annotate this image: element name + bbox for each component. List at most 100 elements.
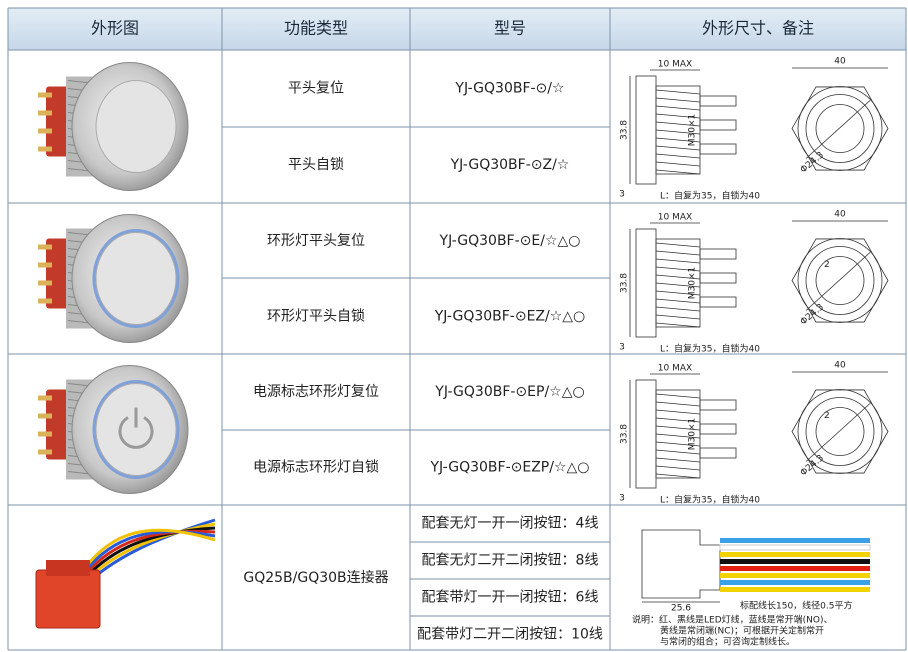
flange <box>635 228 657 338</box>
outline <box>805 397 875 466</box>
header-cell: 外形图 <box>91 19 139 38</box>
dim-note: L：自复为35，自锁为40 <box>660 190 760 202</box>
function-type: 平头自锁 <box>288 157 344 173</box>
pin <box>38 146 52 152</box>
flange <box>635 379 657 489</box>
housing-outline <box>641 529 721 599</box>
thread <box>655 274 701 280</box>
wire-stripe <box>720 573 870 578</box>
thread <box>655 465 701 471</box>
thread <box>655 161 701 167</box>
wire-stripe <box>719 544 871 551</box>
pin <box>38 110 52 116</box>
model-number: YJ-GQ30BF-⊙/☆ <box>454 80 564 96</box>
thread <box>655 137 701 143</box>
wire-spec: 标配线长150，线径0.5平方 <box>740 600 853 612</box>
wire-stripe <box>720 587 870 592</box>
dim-note: L：自复为35，自锁为40 <box>660 343 760 355</box>
pin <box>38 395 52 401</box>
dim-label: M30×1 <box>688 267 698 299</box>
dim-note: L：自复为35，自锁为40 <box>660 494 760 506</box>
pin <box>38 128 52 134</box>
thread <box>655 457 701 463</box>
wire <box>78 528 216 576</box>
thread <box>655 250 701 256</box>
outline <box>815 104 865 153</box>
function-type: 平头复位 <box>288 79 344 96</box>
dim-label: 3 <box>619 343 625 353</box>
pin <box>38 413 52 419</box>
dim-label: Φ24.3 <box>799 453 826 478</box>
model-number: YJ-GQ30BF-⊙EP/☆△○ <box>434 384 584 400</box>
wire-stripe <box>720 559 870 564</box>
thread <box>655 322 701 328</box>
header-bg <box>8 8 906 50</box>
terminal <box>699 423 737 435</box>
thread <box>655 449 701 455</box>
dim-label: 40 <box>834 361 846 371</box>
pin <box>38 298 52 304</box>
terminal <box>699 272 737 284</box>
dim-line <box>805 403 871 462</box>
thread <box>655 306 701 312</box>
power-icon <box>118 416 154 449</box>
dim-label: 10 MAX <box>658 364 692 374</box>
connector-option: 配套无灯一开一闭按钮：4线 <box>422 516 599 532</box>
led-ring <box>92 380 180 479</box>
flange <box>635 75 657 185</box>
terminal <box>699 399 737 411</box>
thread <box>655 121 701 127</box>
thread <box>655 266 701 272</box>
thread <box>655 242 701 248</box>
thread <box>655 473 701 479</box>
dim-line <box>805 100 871 159</box>
header-cell: 型号 <box>494 19 526 38</box>
dim-label: 2 <box>824 260 830 270</box>
terminal <box>699 296 737 308</box>
thread <box>655 258 701 264</box>
function-type: GQ25B/GQ30B连接器 <box>243 569 388 586</box>
hex-nut <box>791 238 889 323</box>
thread <box>655 425 701 431</box>
dim-label: 33.8 <box>620 120 630 140</box>
thread <box>655 441 701 447</box>
thread <box>655 409 701 415</box>
wire-note: 黄线是常闭端(NC)；可根据开关定制常开 <box>660 625 824 637</box>
thread <box>655 393 701 399</box>
thread <box>655 282 701 288</box>
wire-note: 与常闭的组合；可咨询定制线长。 <box>660 636 795 648</box>
thread <box>655 153 701 159</box>
terminal <box>699 248 737 260</box>
terminal <box>699 447 737 459</box>
connector-option: 配套带灯一开一闭按钮：6线 <box>422 590 599 606</box>
function-type: 电源标志环形灯复位 <box>253 383 379 400</box>
thread <box>655 169 701 175</box>
terminal <box>699 143 737 155</box>
thread <box>655 314 701 320</box>
terminal <box>699 95 737 107</box>
model-number: YJ-GQ30BF-⊙Z/☆ <box>450 157 570 173</box>
thread <box>655 298 701 304</box>
model-number: YJ-GQ30BF-⊙EZP/☆△○ <box>430 459 590 475</box>
outline <box>805 246 875 315</box>
pin <box>38 449 52 455</box>
dim-label: 3 <box>619 190 625 200</box>
dim-label: 33.8 <box>620 424 630 444</box>
dim-label: 40 <box>834 57 846 67</box>
outline <box>797 238 883 323</box>
dim-label: 3 <box>619 494 625 504</box>
function-type: 环形灯平头自锁 <box>267 308 365 324</box>
pin <box>38 262 52 268</box>
outline <box>797 86 883 171</box>
button-face <box>95 383 177 476</box>
header-cell: 外形尺寸、备注 <box>702 19 814 38</box>
connector-option: 配套无灯二开二闭按钮：8线 <box>422 553 599 569</box>
thread <box>655 113 701 119</box>
wire-stripe <box>720 580 870 585</box>
header-cell: 功能类型 <box>284 19 348 38</box>
thread <box>655 401 701 407</box>
outline <box>815 256 865 305</box>
model-number: YJ-GQ30BF-⊙EZ/☆△○ <box>434 308 586 324</box>
dim-label: 33.8 <box>620 273 630 293</box>
